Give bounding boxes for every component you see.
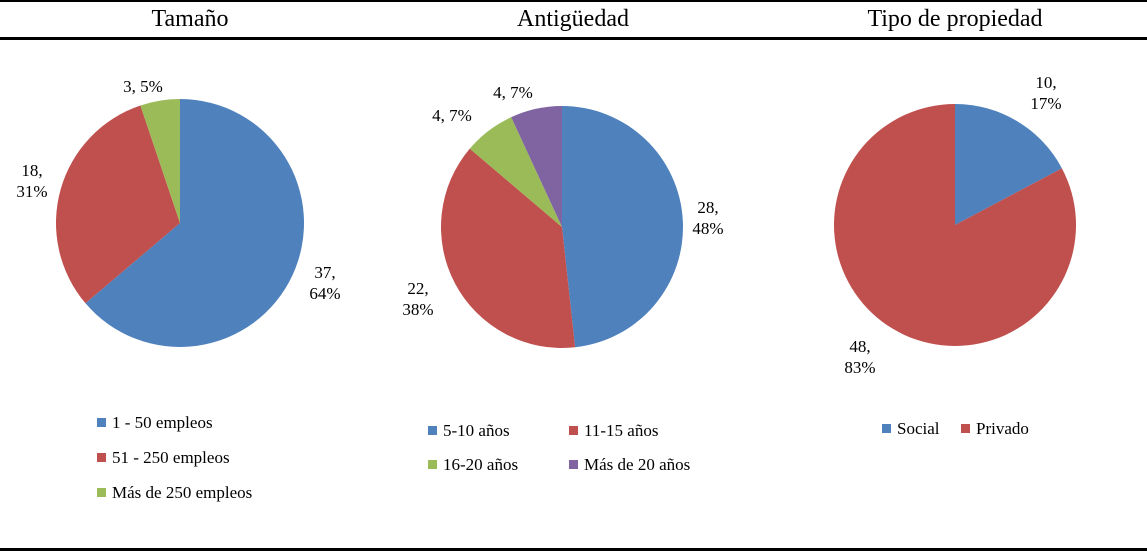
chart-title-antiguedad: Antigüedad (517, 6, 629, 32)
pie-slice-2 (55, 105, 181, 304)
pie-slice-2 (833, 104, 1076, 346)
legend-swatch (569, 426, 578, 435)
legend-item: 16-20 años (428, 455, 518, 475)
top-rule (0, 0, 1147, 2)
pie-slice-1 (562, 106, 683, 348)
data-label: 4, 7% (493, 83, 533, 102)
legend-swatch (97, 418, 106, 427)
legend-item: Social (882, 419, 940, 439)
legend-swatch (961, 424, 970, 433)
pie-slice-3 (469, 117, 562, 227)
legend-item: 1 - 50 empleos (97, 413, 213, 433)
legend-swatch (569, 460, 578, 469)
bottom-rule (0, 548, 1147, 551)
pie-slice-1 (85, 99, 304, 347)
pie-chart-antiguedad: 28, 48% 22, 38% 4, 7% 4, 7% (402, 83, 724, 348)
data-label: 28, 48% (692, 198, 723, 238)
legend-swatch (428, 426, 437, 435)
legend-item: 11-15 años (569, 421, 658, 441)
legend-swatch (882, 424, 891, 433)
legend-label: 1 - 50 empleos (112, 413, 213, 432)
legend-label: Privado (976, 419, 1029, 438)
legend-label: 11-15 años (584, 421, 659, 440)
legend-label: 16-20 años (443, 455, 519, 474)
legend-label: 51 - 250 empleos (112, 448, 230, 467)
legend-item: 5-10 años (428, 421, 510, 441)
legend-label: Más de 20 años (584, 455, 691, 474)
chart-title-tamano: Tamaño (151, 6, 229, 32)
data-label: 22, 38% (402, 279, 433, 319)
legend-item: Privado (961, 419, 1029, 439)
header-rule (0, 37, 1147, 40)
legend-item: 51 - 250 empleos (97, 448, 230, 468)
data-label: 10, 17% (1030, 73, 1061, 113)
data-label: 37, 64% (309, 263, 340, 303)
pie-slice-1 (955, 104, 1062, 225)
chart-title-tipo-propiedad: Tipo de propiedad (867, 6, 1043, 32)
legend-swatch (428, 460, 437, 469)
data-label: 3, 5% (123, 77, 163, 96)
legend-swatch (97, 488, 106, 497)
legend-swatch (97, 453, 106, 462)
pie-slice-3 (140, 99, 180, 223)
pie-slice-2 (441, 148, 576, 348)
data-label: 18, 31% (16, 161, 47, 201)
data-label: 4, 7% (432, 106, 472, 125)
legend-item: Más de 250 empleos (97, 483, 252, 503)
pie-chart-tipo-propiedad: 10, 17% 48, 83% (833, 73, 1076, 377)
legend-label: 5-10 años (443, 421, 510, 440)
data-label: 48, 83% (844, 337, 875, 377)
pie-chart-tamano: 37, 64% 18, 31% 3, 5% (16, 77, 341, 347)
pie-slice-4 (511, 106, 562, 227)
legend-label: Social (897, 419, 940, 438)
legend-item: Más de 20 años (569, 455, 690, 475)
legend-label: Más de 250 empleos (112, 483, 253, 502)
